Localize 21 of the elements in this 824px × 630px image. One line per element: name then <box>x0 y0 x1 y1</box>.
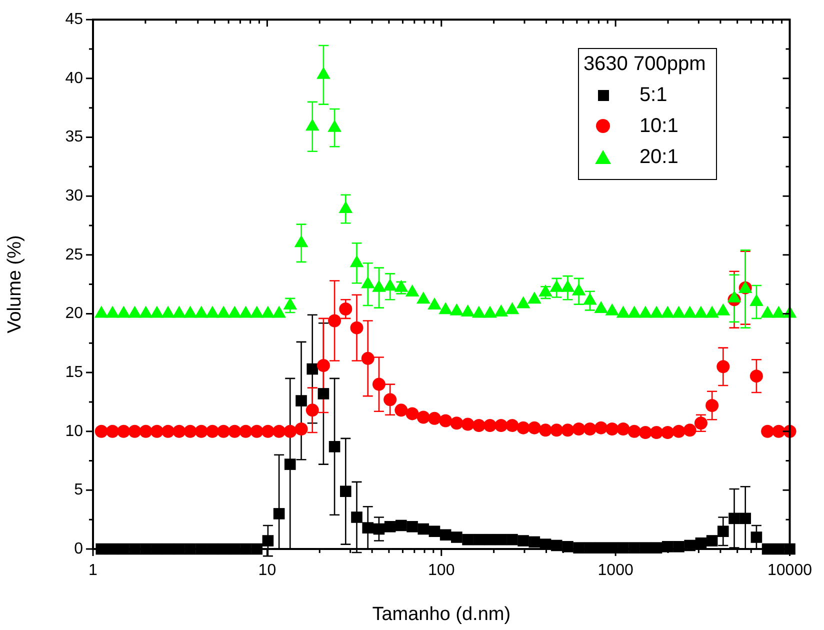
x-tick-label: 10 <box>258 562 276 580</box>
legend-label: 10:1 <box>639 114 678 138</box>
x-tick-label: 10000 <box>768 562 812 580</box>
legend-label: 5:1 <box>639 84 668 107</box>
y-tick-label: 20 <box>65 305 84 322</box>
y-tick-label: 0 <box>74 540 84 558</box>
y-tick-label: 45 <box>65 11 84 28</box>
y-tick-label: 10 <box>65 422 84 440</box>
legend-label: 20:1 <box>639 146 678 169</box>
y-axis-title: Volume (%) <box>4 235 26 334</box>
y-tick-label: 35 <box>65 128 84 146</box>
x-tick-label: 100 <box>428 562 455 580</box>
legend-title: 3630 700ppm <box>583 52 706 76</box>
y-tick-label: 40 <box>65 70 84 87</box>
y-tick-label: 30 <box>65 187 84 204</box>
y-tick-label: 25 <box>65 246 84 264</box>
y-tick-label: 15 <box>65 364 84 381</box>
x-tick-label: 1 <box>88 562 98 580</box>
x-axis-title: Tamanho (d.nm) <box>372 604 511 625</box>
y-tick-label: 5 <box>74 482 84 499</box>
x-tick-label: 1000 <box>598 562 634 580</box>
